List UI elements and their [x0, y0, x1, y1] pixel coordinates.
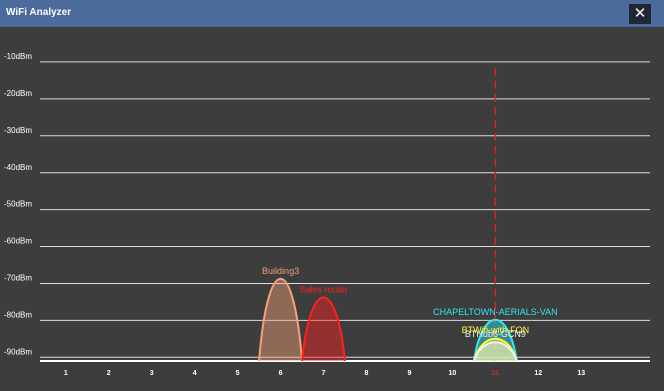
- network-label: BTWifi-with-FON: [462, 325, 530, 335]
- network-curve: [258, 277, 304, 362]
- x-tick-label: 2: [107, 370, 111, 377]
- window-title: WiFi Analyzer: [6, 7, 72, 18]
- y-tick-label: -30dBm: [4, 126, 32, 135]
- x-tick-label: 8: [365, 370, 369, 377]
- x-tick-label: 5: [236, 370, 240, 377]
- network-label: CHAPELTOWN-AERIALS-VAN: [433, 307, 558, 317]
- close-button[interactable]: ✕: [629, 4, 651, 24]
- x-tick-label: 7: [322, 370, 326, 377]
- y-tick-label: -20dBm: [4, 89, 32, 98]
- x-tick-label: 13: [577, 370, 585, 377]
- network-curve: [472, 341, 518, 362]
- x-tick-label: 3: [150, 370, 154, 377]
- y-tick-label: -40dBm: [4, 163, 32, 172]
- x-tick-label: 12: [534, 370, 542, 377]
- x-tick-label: 11: [492, 370, 500, 377]
- y-tick-label: -60dBm: [4, 237, 32, 246]
- x-tick-label: 9: [407, 370, 411, 377]
- network-label: Sales router: [299, 285, 348, 295]
- y-tick-label: -80dBm: [4, 310, 32, 319]
- y-tick-label: -50dBm: [4, 200, 32, 209]
- network-label: Building3: [262, 266, 299, 276]
- title-bar: WiFi Analyzer ✕: [0, 0, 664, 27]
- y-tick-label: -70dBm: [4, 274, 32, 283]
- network-curve: [472, 318, 518, 362]
- x-tick-label: 6: [279, 370, 283, 377]
- x-tick-label: 1: [64, 370, 68, 377]
- network-curve: [301, 296, 346, 362]
- network-label: BTHub6-GCN9: [465, 329, 526, 339]
- chart: -10dBm -20dBm -30dBm -40dBm -50dBm -60dBm -70d…: [4, 52, 650, 377]
- x-tick-label: 4: [193, 370, 197, 377]
- y-tick-label: -10dBm: [4, 52, 32, 61]
- x-tick-label: 10: [448, 370, 456, 377]
- y-tick-label: -90dBm: [4, 347, 32, 356]
